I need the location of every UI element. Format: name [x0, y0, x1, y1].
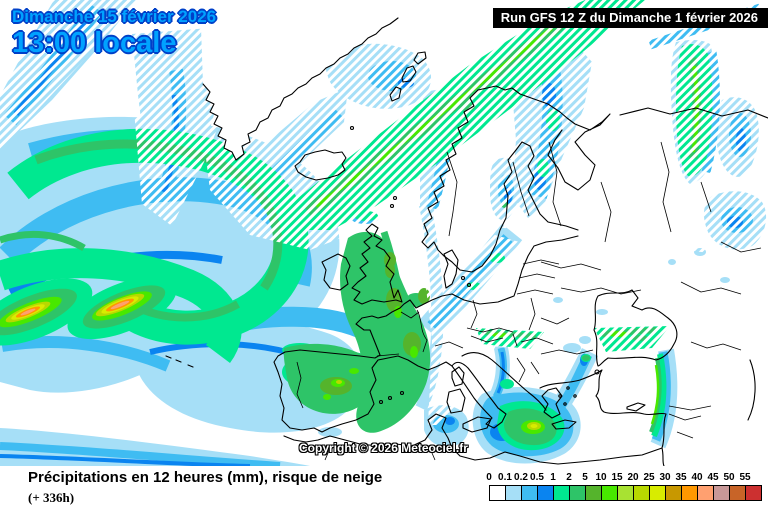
- legend-label: 45: [707, 472, 719, 483]
- legend-label: 0.1: [498, 472, 512, 483]
- snow-risk-hatch-layer: [0, 0, 768, 425]
- legend-swatch: [489, 485, 506, 501]
- legend-swatch: [553, 485, 570, 501]
- legend-labels: 0 0.1 0.2 0.5 1 2 5 10 15 20 25 30 35 40 45 50 55: [486, 472, 763, 484]
- map-title: Précipitations en 12 heures (mm), risque…: [28, 469, 383, 486]
- legend-scale: [489, 485, 762, 501]
- valid-time-text: 13:00 locale: [12, 26, 177, 59]
- copyright-watermark: Copyright © 2026 Meteociel.fr: [299, 441, 468, 455]
- legend-label: 5: [582, 472, 588, 483]
- legend-label: 55: [739, 472, 751, 483]
- legend-swatch: [617, 485, 634, 501]
- coastlines: [165, 17, 768, 466]
- legend-swatch: [697, 485, 714, 501]
- legend-swatch: [649, 485, 666, 501]
- legend-swatch: [633, 485, 650, 501]
- legend-label: 0: [486, 472, 492, 483]
- legend-swatch: [585, 485, 602, 501]
- legend-label: 20: [627, 472, 639, 483]
- legend-label: 50: [723, 472, 735, 483]
- legend-swatch: [569, 485, 586, 501]
- map-canvas: [0, 0, 768, 466]
- legend-label: 25: [643, 472, 655, 483]
- legend-label: 0.2: [514, 472, 528, 483]
- legend-swatch: [681, 485, 698, 501]
- legend-swatch: [521, 485, 538, 501]
- legend-label: 15: [611, 472, 623, 483]
- legend-label: 0.5: [530, 472, 544, 483]
- legend-label: 2: [566, 472, 572, 483]
- legend-label: 10: [595, 472, 607, 483]
- legend-label: 1: [550, 472, 556, 483]
- legend-swatch: [601, 485, 618, 501]
- legend-swatch: [729, 485, 746, 501]
- valid-date-text: Dimanche 15 février 2026: [12, 7, 217, 26]
- legend-label: 30: [659, 472, 671, 483]
- legend-label: 40: [691, 472, 703, 483]
- legend-swatch: [745, 485, 762, 501]
- legend-swatch: [665, 485, 682, 501]
- forecast-map[interactable]: Dimanche 15 février 2026 13:00 locale Ru…: [0, 0, 768, 466]
- legend-swatch: [505, 485, 522, 501]
- precipitation-legend: 0 0.1 0.2 0.5 1 2 5 10 15 20 25 30 35 40 45 50 55: [486, 472, 763, 508]
- legend-swatch: [713, 485, 730, 501]
- valid-datetime-label: Dimanche 15 février 2026 13:00 locale: [12, 7, 217, 59]
- forecast-hour-label: (+ 336h): [28, 490, 75, 505]
- country-borders: [296, 141, 762, 461]
- legend-swatch: [537, 485, 554, 501]
- run-info-banner: Run GFS 12 Z du Dimanche 1 février 2026: [492, 8, 768, 28]
- map-footer: Précipitations en 12 heures (mm), risque…: [0, 466, 768, 512]
- legend-label: 35: [675, 472, 687, 483]
- precip-heavy-cores: [5, 293, 541, 430]
